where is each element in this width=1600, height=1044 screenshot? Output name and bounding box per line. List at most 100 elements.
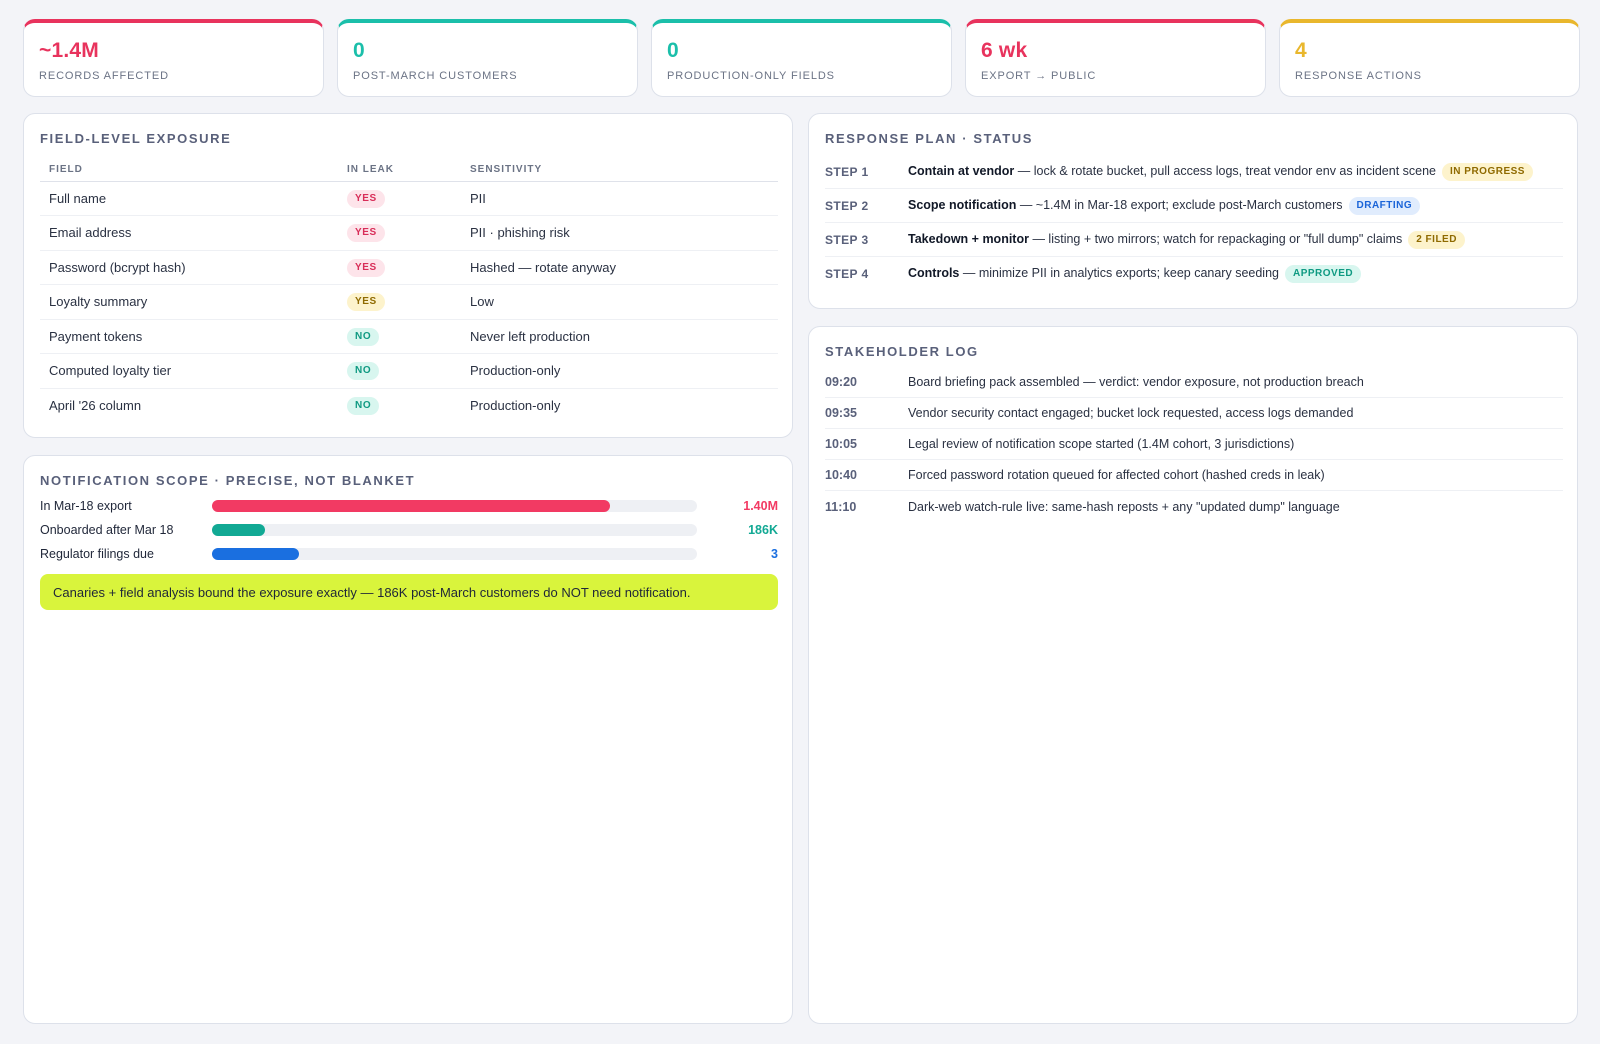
kpi-card-post-march-customers: 0 POST-MARCH CUSTOMERS (337, 19, 638, 97)
step-row: STEP 3 Takedown + monitor — listing + tw… (825, 223, 1563, 257)
kpi-label: POST-MARCH CUSTOMERS (353, 70, 518, 82)
kpi-value: 0 (353, 39, 365, 62)
field-cell: Loyalty summary (40, 284, 338, 320)
log-entry: 10:05 Legal review of notification scope… (825, 429, 1563, 460)
bar-value: 186K (748, 523, 778, 537)
table-row: Loyalty summary YES Low (40, 284, 778, 320)
kpi-label: EXPORT → PUBLIC (981, 70, 1097, 82)
bar-value: 1.40M (743, 499, 778, 513)
field-cell: Password (bcrypt hash) (40, 250, 338, 285)
bar-label: Regulator filings due (40, 547, 154, 561)
sensitivity-cell: Low (461, 284, 778, 320)
bar-label: Onboarded after Mar 18 (40, 523, 174, 537)
bar-track (212, 548, 697, 560)
kpi-label: PRODUCTION-ONLY FIELDS (667, 70, 835, 82)
status-badge: APPROVED (1284, 265, 1362, 283)
stakeholder-log-panel: STAKEHOLDER LOG 09:20 Board briefing pac… (808, 326, 1578, 1024)
scope-bar-row: Onboarded after Mar 18 186K (40, 520, 778, 540)
step-row: STEP 1 Contain at vendor — lock & rotate… (825, 155, 1563, 189)
in-leak-badge: NO (347, 397, 380, 415)
kpi-value: 0 (667, 39, 679, 62)
sensitivity-cell: Production-only (461, 353, 778, 389)
kpi-card-records-affected: ~1.4M RECORDS AFFECTED (23, 19, 324, 97)
log-time: 11:10 (825, 499, 857, 514)
kpi-label: RESPONSE ACTIONS (1295, 70, 1422, 82)
step-number: STEP 3 (825, 232, 869, 247)
kpi-card-response-actions: 4 RESPONSE ACTIONS (1279, 19, 1580, 97)
in-leak-badge: YES (347, 293, 385, 312)
step-description: Controls — minimize PII in analytics exp… (908, 265, 1362, 283)
panel-title: NOTIFICATION SCOPE · PRECISE, NOT BLANKE… (40, 473, 416, 488)
step-detail: — listing + two mirrors; watch for repac… (1028, 231, 1403, 246)
kpi-value: ~1.4M (39, 39, 99, 62)
table-row: Password (bcrypt hash) YES Hashed — rota… (40, 250, 778, 285)
scope-bar-row: Regulator filings due 3 (40, 544, 778, 564)
kpi-value: 4 (1295, 39, 1307, 62)
log-entry: 10:40 Forced password rotation queued fo… (825, 460, 1563, 491)
status-badge: 2 FILED (1408, 230, 1465, 249)
in-leak-badge: NO (347, 362, 380, 381)
field-cell: April '26 column (49, 398, 142, 413)
column-header-field: FIELD (40, 160, 338, 182)
log-time: 10:40 (825, 468, 857, 482)
notification-scope-panel: NOTIFICATION SCOPE · PRECISE, NOT BLANKE… (23, 455, 793, 1024)
step-heading: Contain at vendor (908, 163, 1015, 178)
sensitivity-cell: Production-only (470, 398, 561, 413)
in-leak-badge: NO (347, 327, 380, 346)
field-cell: Email address (40, 215, 338, 251)
sensitivity-cell: Hashed — rotate anyway (461, 250, 778, 285)
sensitivity-cell: Never left production (461, 319, 778, 354)
kpi-card-production-only-fields: 0 PRODUCTION-ONLY FIELDS (651, 19, 952, 97)
table-row: April '26 column NO Production-only (40, 388, 778, 423)
sensitivity-cell: PII · phishing risk (461, 215, 778, 251)
table-header-row: FIELD IN LEAK SENSITIVITY (40, 160, 778, 182)
bar-track (212, 500, 697, 512)
column-header-sensitivity: SENSITIVITY (461, 160, 778, 182)
panel-title: FIELD-LEVEL EXPOSURE (40, 131, 232, 146)
log-text: Forced password rotation queued for affe… (908, 468, 1325, 482)
step-number: STEP 1 (825, 164, 869, 179)
step-heading: Controls (908, 266, 960, 280)
kpi-card-export-to-public: 6 wk EXPORT → PUBLIC (965, 19, 1266, 97)
log-entry: 09:35 Vendor security contact engaged; b… (825, 398, 1563, 429)
response-plan-panel: RESPONSE PLAN · STATUS STEP 1 Contain at… (808, 113, 1578, 309)
step-description: Contain at vendor — lock & rotate bucket… (908, 162, 1533, 181)
log-text: Board briefing pack assembled — verdict:… (908, 375, 1364, 389)
bar-label: In Mar-18 export (40, 499, 132, 513)
in-leak-badge: YES (347, 224, 385, 243)
table-row: Email address YES PII · phishing risk (40, 215, 778, 251)
field-exposure-table: FIELD IN LEAK SENSITIVITY Full name YES … (40, 160, 778, 423)
kpi-value: 6 wk (981, 39, 1028, 62)
log-text: Dark-web watch-rule live: same-hash repo… (908, 499, 1340, 514)
kpi-row: ~1.4M RECORDS AFFECTED 0 POST-MARCH CUST… (23, 19, 1580, 97)
in-leak-badge: YES (347, 189, 385, 208)
field-exposure-panel: FIELD-LEVEL EXPOSURE FIELD IN LEAK SENSI… (23, 113, 793, 438)
step-row: STEP 2 Scope notification — ~1.4M in Mar… (825, 189, 1563, 223)
log-text: Legal review of notification scope start… (908, 437, 1295, 451)
log-time: 09:20 (825, 375, 857, 389)
status-badge: DRAFTING (1348, 196, 1421, 215)
panel-title: RESPONSE PLAN · STATUS (825, 131, 1034, 146)
field-cell: Payment tokens (40, 319, 338, 354)
bar-track (212, 524, 697, 536)
step-heading: Scope notification (908, 197, 1017, 212)
in-leak-badge: YES (347, 258, 385, 277)
field-cell: Full name (40, 181, 338, 216)
step-detail: — ~1.4M in Mar-18 export; exclude post-M… (1016, 197, 1343, 212)
table-row: Computed loyalty tier NO Production-only (40, 353, 778, 389)
step-number: STEP 4 (825, 267, 869, 281)
status-badge: IN PROGRESS (1442, 162, 1533, 181)
log-time: 09:35 (825, 406, 857, 420)
step-detail: — lock & rotate bucket, pull access logs… (1014, 163, 1437, 178)
bar-fill (212, 548, 300, 560)
log-text: Vendor security contact engaged; bucket … (908, 406, 1354, 420)
kpi-label: RECORDS AFFECTED (39, 70, 169, 82)
bar-value: 3 (771, 547, 778, 561)
scope-bar-row: In Mar-18 export 1.40M (40, 496, 778, 516)
log-entry: 11:10 Dark-web watch-rule live: same-has… (825, 491, 1563, 522)
log-time: 10:05 (825, 437, 857, 451)
table-row: Payment tokens NO Never left production (40, 319, 778, 354)
step-description: Takedown + monitor — listing + two mirro… (908, 230, 1465, 249)
field-cell: Computed loyalty tier (40, 353, 338, 389)
